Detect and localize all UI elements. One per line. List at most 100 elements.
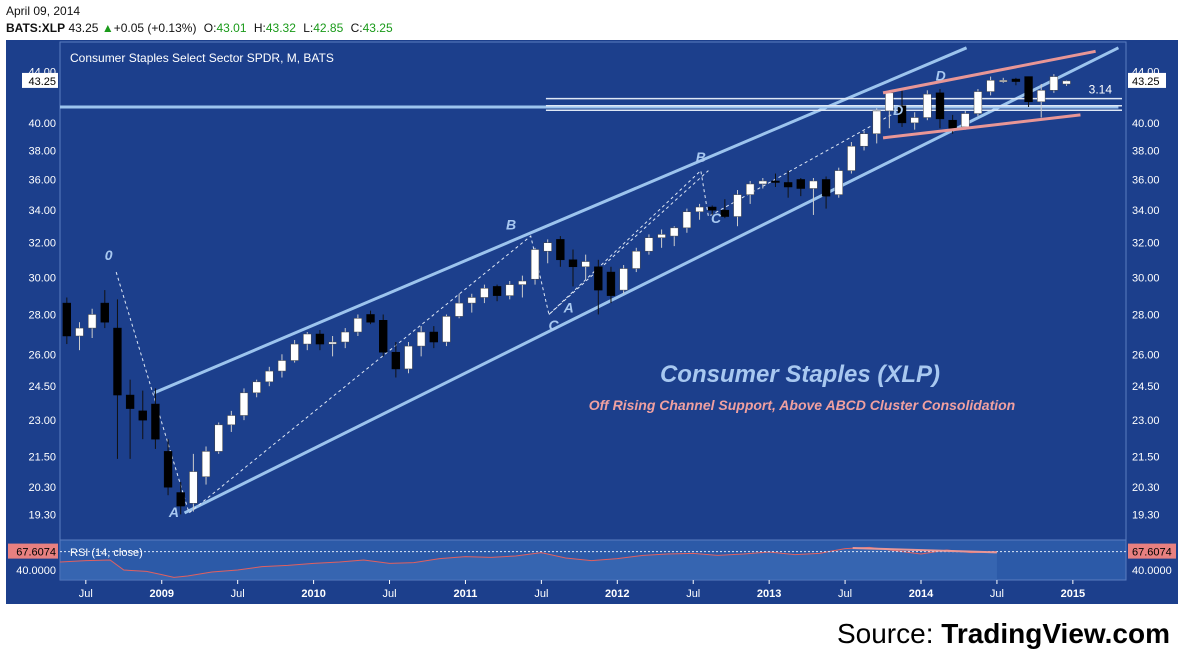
wave-label: C (548, 317, 559, 333)
candle-body (176, 492, 185, 507)
rsi-y-tick-left: 40.0000 (16, 565, 56, 577)
annotation-main: Consumer Staples (XLP) (660, 361, 940, 388)
price-change: +0.05 (+0.13%) (113, 21, 197, 35)
wave-label: D (936, 67, 946, 83)
candle-body (214, 424, 223, 452)
chart-background (6, 40, 1178, 604)
y-tick-right: 34.00 (1132, 205, 1160, 217)
y-tick-right: 19.30 (1132, 509, 1160, 521)
y-tick-right: 26.00 (1132, 349, 1160, 361)
candle-body (125, 394, 135, 409)
candle-body (416, 331, 426, 347)
open-value: 43.01 (216, 21, 247, 35)
candle-body (923, 93, 932, 118)
candle-body (948, 119, 957, 129)
high-label: H: (253, 21, 266, 35)
candle-body (796, 179, 805, 189)
candle-body (695, 206, 704, 213)
candle-body (467, 297, 476, 304)
y-tick-left: 20.30 (28, 482, 56, 494)
symbol-label: BATS:XLP (6, 21, 66, 35)
candle-body (733, 194, 742, 217)
y-tick-left: 40.00 (28, 118, 56, 130)
wave-label: A (563, 300, 574, 316)
candle-body (151, 403, 160, 440)
wave-label: B (696, 149, 706, 165)
wave-label: B (506, 216, 516, 232)
y-tick-left: 19.30 (28, 509, 56, 521)
wedge-lines (882, 49, 1096, 140)
candle-body (581, 261, 590, 268)
wave-label: 0 (105, 247, 113, 263)
candle-body (429, 331, 438, 343)
y-tick-right: 40.00 (1132, 118, 1160, 130)
x-tick-label: Jul (686, 588, 700, 600)
y-tick-left: 38.00 (28, 145, 56, 157)
candle-body (556, 239, 565, 261)
candle-body (783, 182, 793, 188)
candle-body (277, 360, 287, 372)
candle-body (745, 183, 755, 195)
candle-body (657, 234, 666, 238)
open-label: O: (203, 21, 217, 35)
candle-body (62, 302, 72, 337)
x-tick-label: Jul (382, 588, 396, 600)
candle-body (619, 268, 628, 291)
x-tick-label: 2015 (1061, 588, 1085, 600)
candle-body (163, 451, 173, 488)
x-axis: Jul 2009 Jul 2010 Jul 2011 Jul 2012 Jul 2013 Jul 20… (79, 580, 1085, 600)
abcd-pattern-0 (115, 170, 709, 514)
candle-body (239, 392, 249, 416)
candle-body (910, 117, 919, 124)
candle-body (353, 318, 363, 333)
wedge-line-lower (882, 113, 1081, 140)
wave-label: C (711, 210, 722, 226)
candle-body (809, 180, 818, 189)
candle-body (442, 316, 451, 343)
candle-body (1024, 76, 1033, 103)
y-tick-right: 36.00 (1132, 174, 1160, 186)
candle-body (518, 280, 527, 285)
x-tick-label: Jul (990, 588, 1004, 600)
fib-label: 3.14 (1089, 83, 1113, 97)
close-label: C: (350, 21, 363, 35)
candle-body (1049, 76, 1059, 91)
y-tick-left: 28.00 (28, 309, 56, 321)
candle-body (708, 206, 717, 211)
candle-body (480, 288, 489, 298)
source-prefix: Source: (836, 618, 942, 649)
candle-body (644, 237, 654, 252)
wave-label: D (893, 102, 903, 118)
candle-body (606, 271, 616, 296)
candle-body (771, 180, 780, 183)
low-label: L: (303, 21, 314, 35)
y-tick-left: 36.00 (28, 174, 56, 186)
candle-body (594, 266, 603, 291)
candle-body (379, 320, 388, 353)
candle-body (720, 209, 730, 217)
x-tick-label: 2014 (909, 588, 934, 600)
candle-body (999, 80, 1008, 83)
rsi-y-tick-right: 40.0000 (1132, 565, 1172, 577)
candle-body (100, 302, 109, 323)
candle-body (252, 381, 261, 394)
candle-body (87, 314, 97, 329)
candle-body (847, 145, 856, 171)
y-tick-right: 28.00 (1132, 309, 1160, 321)
last-price: 43.25 (68, 21, 99, 35)
candle-body (885, 92, 894, 112)
last-price-badge-left (22, 72, 58, 88)
y-tick-right: 38.00 (1132, 145, 1160, 157)
y-tick-right: 24.50 (1132, 381, 1160, 393)
candle-body (315, 333, 325, 345)
candle-body (986, 80, 995, 92)
rsi-fill (60, 547, 997, 580)
y-tick-right: 23.00 (1132, 415, 1160, 427)
candle-body (530, 249, 540, 280)
rsi-title: RSI (14, close) (70, 547, 143, 559)
rsi-badge-left (8, 543, 58, 559)
x-tick-label: 2013 (757, 588, 781, 600)
y-tick-right: 20.30 (1132, 482, 1160, 494)
candle-body (505, 284, 514, 296)
